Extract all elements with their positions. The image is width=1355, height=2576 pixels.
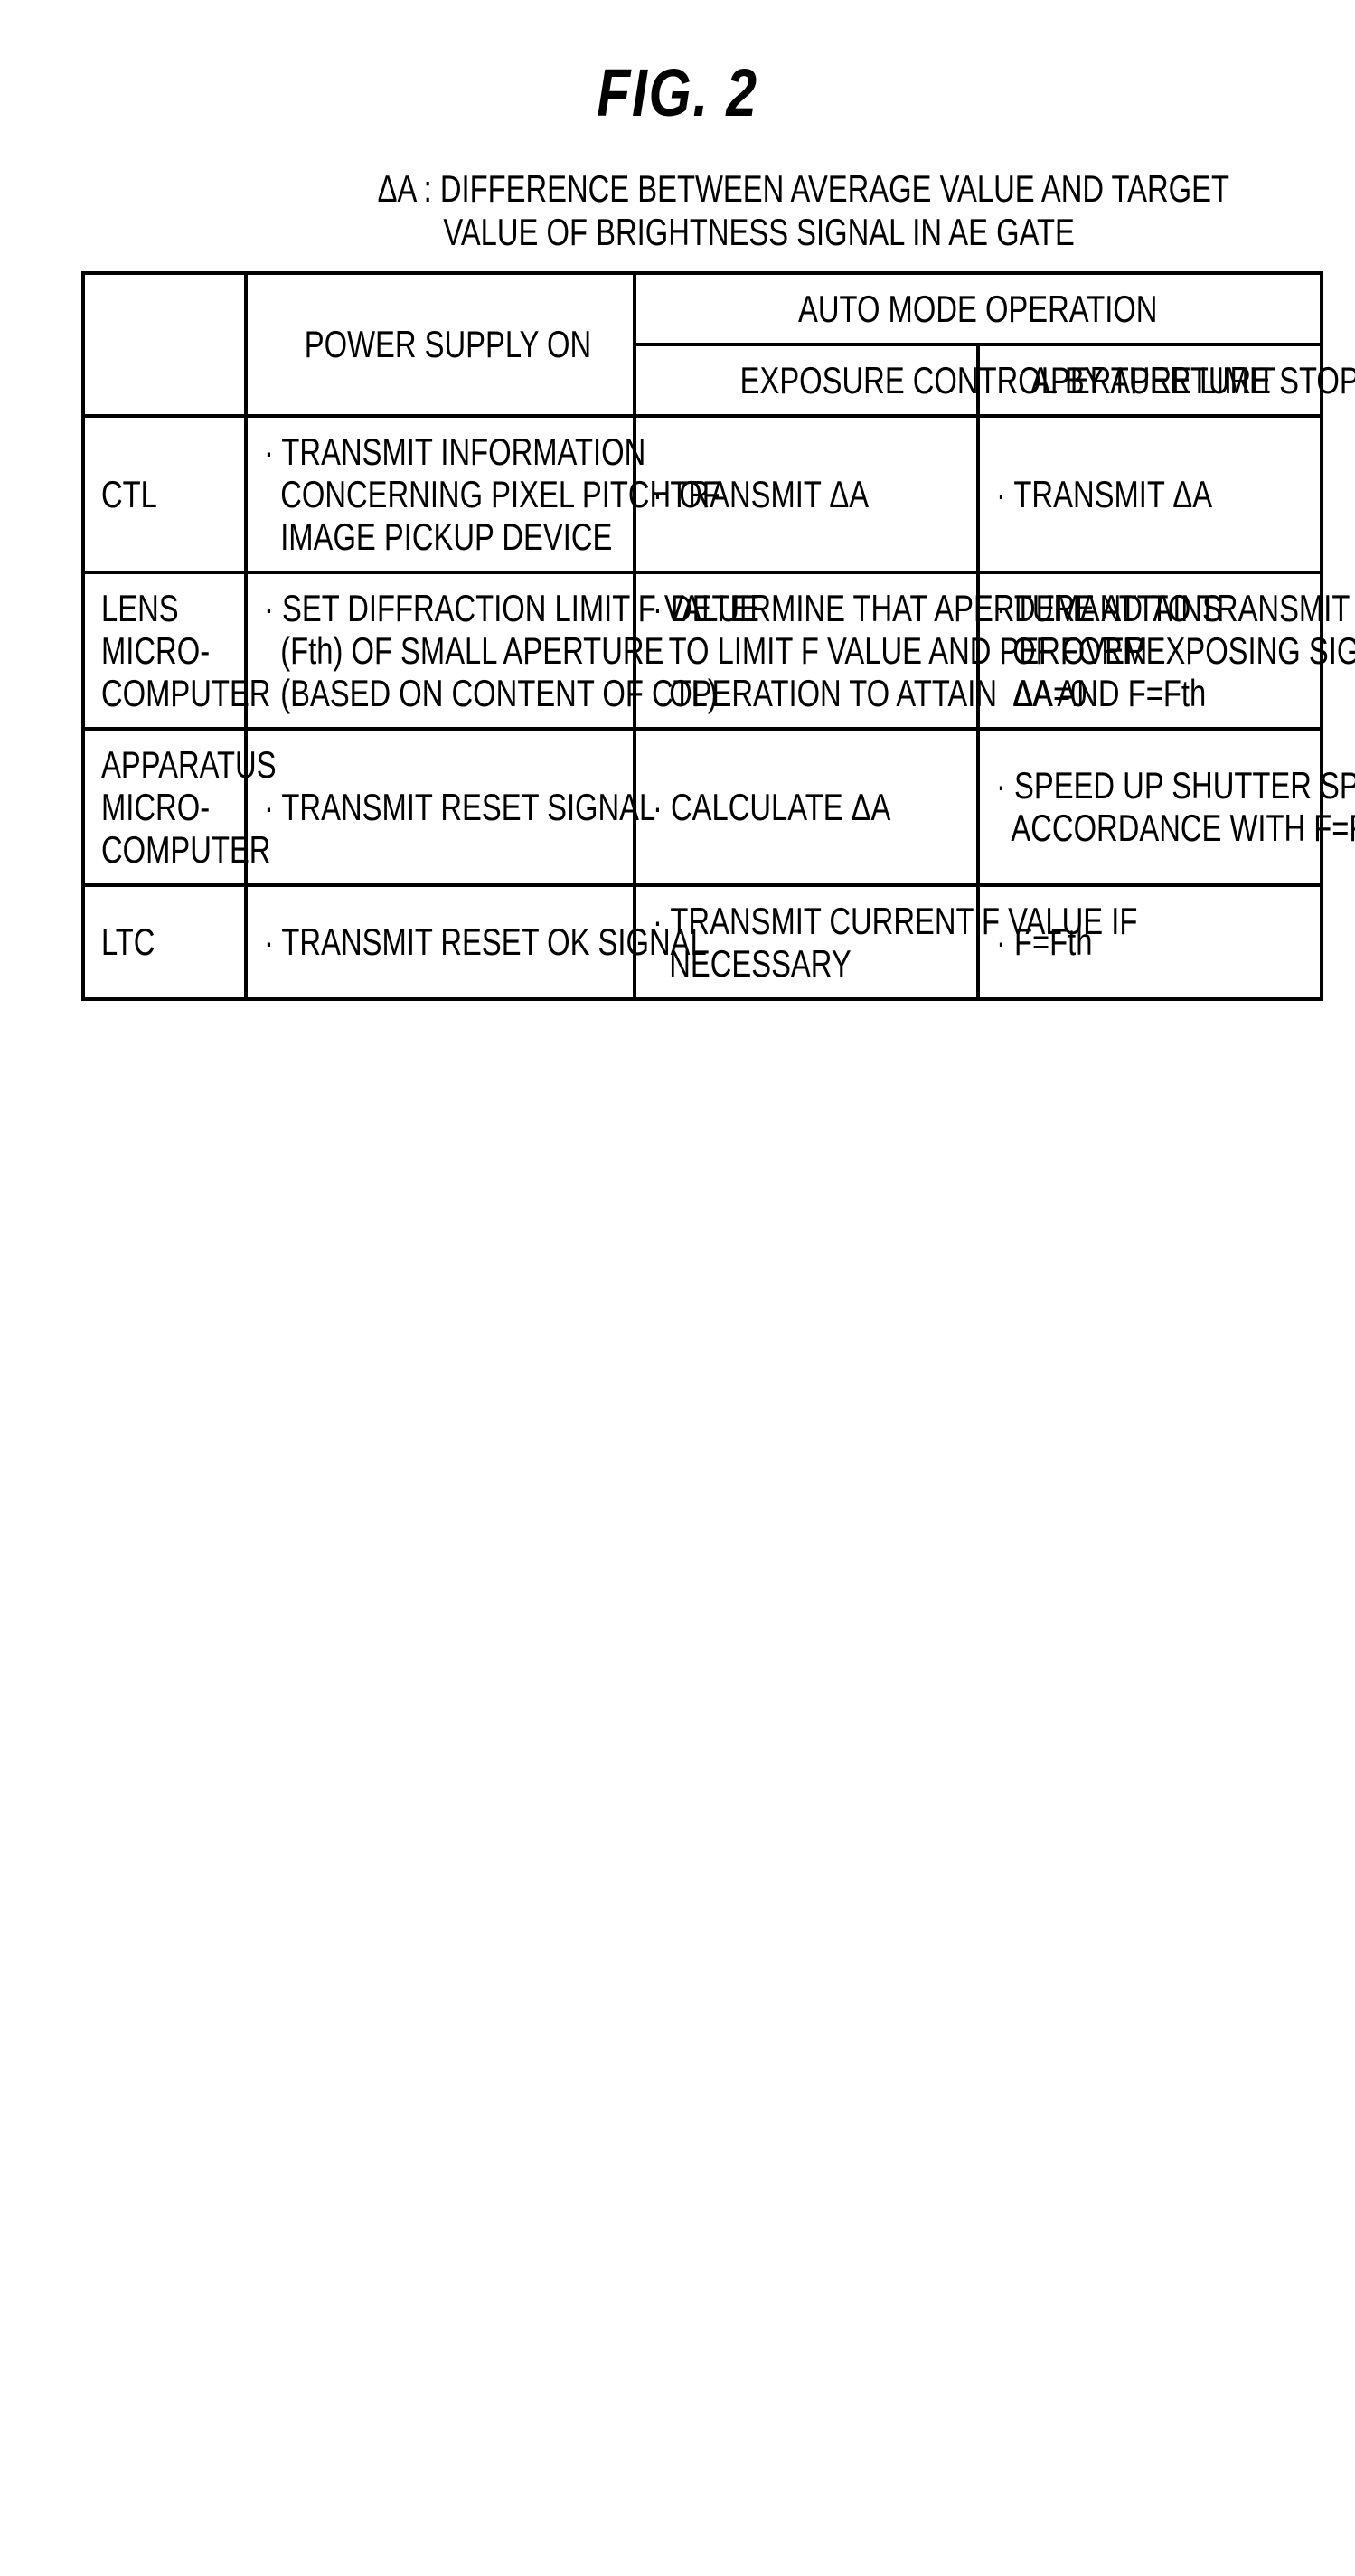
cell-app-aperture: · SPEED UP SHUTTER SPEED IN ACCORDANCE W… — [978, 729, 1322, 885]
cell-ltc-exposure: · TRANSMIT CURRENT F VALUE IF NECESSARY — [635, 885, 978, 999]
figure-title-text: FIG. 2 — [597, 55, 757, 130]
cell-lens-exposure: · DETERMINE THAT APERTURE ATTAINS TO LIM… — [635, 572, 978, 729]
rowlabel-ctl-text: CTL — [101, 473, 157, 515]
header-row-1: POWER SUPPLY ON AUTO MODE OPERATION — [83, 273, 1322, 344]
cell-ltc-power: · TRANSMIT RESET OK SIGNAL — [246, 885, 635, 999]
header-power-supply-text: POWER SUPPLY ON — [305, 323, 591, 365]
figure-title: FIG. 2 — [189, 54, 1167, 131]
row-ctl: CTL · TRANSMIT INFORMATION CONCERNING PI… — [83, 416, 1322, 572]
header-auto-mode-text: AUTO MODE OPERATION — [798, 288, 1157, 330]
header-aperture-limit-text: APERTURE LIMIT — [1030, 359, 1275, 401]
cell-app-aperture-text: · SPEED UP SHUTTER SPEED IN ACCORDANCE W… — [996, 764, 1355, 849]
cell-app-power-text: · TRANSMIT RESET SIGNAL — [264, 786, 655, 828]
cell-ctl-aperture: · TRANSMIT ΔA — [978, 416, 1322, 572]
header-blank — [83, 273, 246, 416]
cell-app-power: · TRANSMIT RESET SIGNAL — [246, 729, 635, 885]
page: FIG. 2 ΔA : DIFFERENCE BETWEEN AVERAGE V… — [0, 0, 1355, 1055]
delta-note: ΔA : DIFFERENCE BETWEEN AVERAGE VALUE AN… — [81, 167, 1012, 255]
cell-app-exposure-text: · CALCULATE ΔA — [653, 786, 890, 828]
cell-ctl-exposure-text: · TRANSMIT ΔA — [653, 473, 869, 515]
header-power-supply: POWER SUPPLY ON — [246, 273, 635, 416]
rowlabel-lens-mc-text: LENS MICRO- COMPUTER — [101, 587, 270, 714]
rowlabel-app-mc-text: APPARATUS MICRO- COMPUTER — [101, 743, 277, 871]
operation-table: POWER SUPPLY ON AUTO MODE OPERATION EXPO… — [81, 271, 1323, 1001]
cell-lens-aperture: · DEMAND TO TRANSMIT F=Fth IN CASE OF OV… — [978, 572, 1322, 729]
header-exposure-ctrl: EXPOSURE CONTROL BY APERTURE STOP — [635, 344, 978, 416]
delta-note-text: ΔA : DIFFERENCE BETWEEN AVERAGE VALUE AN… — [378, 167, 1229, 253]
cell-ctl-aperture-text: · TRANSMIT ΔA — [996, 473, 1212, 515]
header-auto-mode: AUTO MODE OPERATION — [635, 273, 1322, 344]
rowlabel-ltc-text: LTC — [101, 920, 155, 963]
cell-ctl-power: · TRANSMIT INFORMATION CONCERNING PIXEL … — [246, 416, 635, 572]
cell-ltc-aperture-text: · F=Fth — [996, 920, 1092, 963]
cell-ltc-power-text: · TRANSMIT RESET OK SIGNAL — [264, 920, 707, 963]
cell-lens-power: · SET DIFFRACTION LIMIT F VALUE (Fth) OF… — [246, 572, 635, 729]
cell-app-exposure: · CALCULATE ΔA — [635, 729, 978, 885]
rowlabel-ctl: CTL — [83, 416, 246, 572]
rowlabel-lens-mc: LENS MICRO- COMPUTER — [83, 572, 246, 729]
row-ltc: LTC · TRANSMIT RESET OK SIGNAL · TRANSMI… — [83, 885, 1322, 999]
cell-lens-aperture-text: · DEMAND TO TRANSMIT F=Fth IN CASE OF OV… — [996, 587, 1355, 714]
rowlabel-app-mc: APPARATUS MICRO- COMPUTER — [83, 729, 246, 885]
row-lens-mc: LENS MICRO- COMPUTER · SET DIFFRACTION L… — [83, 572, 1322, 729]
rowlabel-ltc: LTC — [83, 885, 246, 999]
row-app-mc: APPARATUS MICRO- COMPUTER · TRANSMIT RES… — [83, 729, 1322, 885]
